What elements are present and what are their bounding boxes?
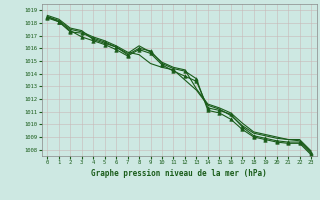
X-axis label: Graphe pression niveau de la mer (hPa): Graphe pression niveau de la mer (hPa) (91, 169, 267, 178)
